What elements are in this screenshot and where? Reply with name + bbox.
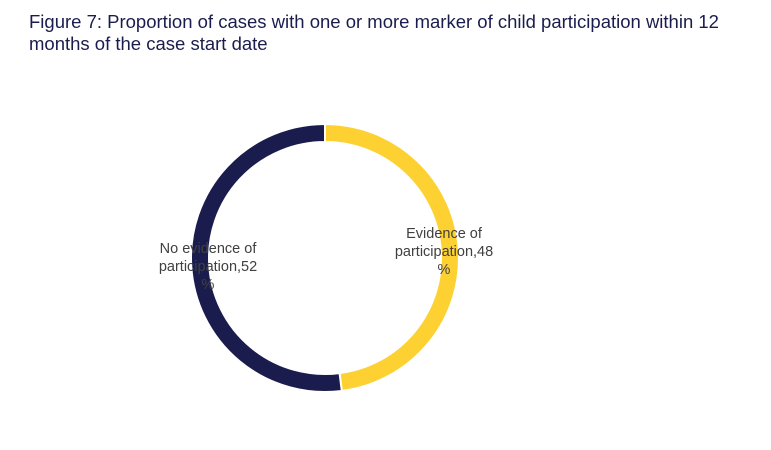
donut-labels: Evidence of participation,48 % No evidence … [159,226,493,293]
data-label-evidence-of-participation: Evidence of participation,48% [395,226,493,278]
donut-slices [190,122,460,393]
chart-title: Figure 7: Proportion of cases with one o… [29,11,719,54]
slice-no-evidence-of-participation [190,122,343,393]
data-label-no-evidence-of-participation: No evidence of participation,52% [159,241,258,293]
